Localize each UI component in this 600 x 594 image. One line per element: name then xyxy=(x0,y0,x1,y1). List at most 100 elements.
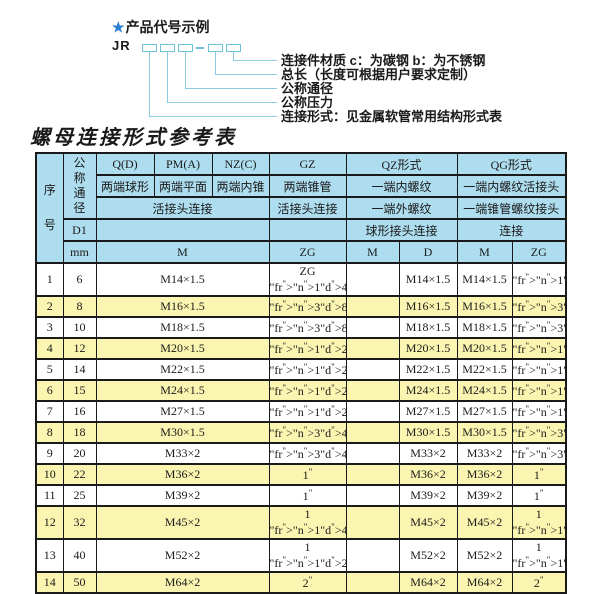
union-connection: 活接头连接 xyxy=(95,196,270,220)
cell-dn: 15 xyxy=(62,379,97,402)
header-row-4: D1 球形接头连接 连接 xyxy=(36,218,567,242)
cell-qg-zg: 1 "fr">"n">1"d">4" xyxy=(511,505,567,540)
cell-seq: 5 xyxy=(35,358,64,381)
cell-zg: "fr">"n">3"d">8" xyxy=(268,295,347,318)
connector-line xyxy=(167,102,277,103)
table-row: 14 50 M64×2 2" M64×2 M64×2 2" xyxy=(35,571,567,594)
cell-dn: 22 xyxy=(62,463,97,486)
connector-line xyxy=(185,51,186,89)
cell-dn: 8 xyxy=(62,295,97,318)
connector-line xyxy=(233,60,277,61)
cell-qg-zg: "fr">"n">3"d">4" xyxy=(511,442,567,465)
cell-dn: 50 xyxy=(62,571,97,594)
cell-qg-m: M14×1.5 xyxy=(456,262,513,297)
table-row: 28M16×1.5"fr">"n">3"d">8"M16×1.5M16×1.5"… xyxy=(35,295,567,318)
cell-qg-m: M16×1.5 xyxy=(456,295,513,318)
col-header-nz: NZ(C) xyxy=(211,152,270,176)
cell-seq: 9 xyxy=(35,442,64,465)
qz-m-header: M xyxy=(345,240,400,264)
cell-qg-m: M27×1.5 xyxy=(456,400,513,423)
cell-zg: "fr">"n">3"d">4" xyxy=(268,442,347,465)
cell-qg-zg: 2" xyxy=(511,571,567,594)
desc-pm: 两端平面 xyxy=(153,174,213,198)
connector-line xyxy=(149,51,150,117)
cell-qz-d: M18×1.5 xyxy=(398,316,458,339)
desc-qg-1: 一端内螺纹活接头 xyxy=(456,174,567,198)
cell-seq: 10 xyxy=(35,463,64,486)
cell-zg: "fr">"n">3"d">8" xyxy=(268,316,347,339)
cell-dn: 32 xyxy=(62,505,97,540)
cell-seq: 12 xyxy=(35,505,64,540)
cell-zg: 1" xyxy=(268,463,347,486)
desc-nz: 两端内锥 xyxy=(211,174,270,198)
cell-qg-m: M45×2 xyxy=(456,505,513,540)
table-row: 818M30×1.5"fr">"n">3"d">4"M30×1.5M30×1.5… xyxy=(35,421,567,444)
col-header-gz: GZ xyxy=(268,152,347,176)
cell-qz-d: M22×1.5 xyxy=(398,358,458,381)
cell-qz-d: M30×1.5 xyxy=(398,421,458,444)
cell-zg: "fr">"n">1"d">2" xyxy=(268,400,347,423)
label-connection: 连接形式：见金属软管常用结构形式表 xyxy=(281,109,503,124)
col-header-q: Q(D) xyxy=(95,152,155,176)
table-row: 615M24×1.5"fr">"n">1"d">2"M24×1.5M24×1.5… xyxy=(35,379,567,402)
diagram-title: ★产品代号示例 xyxy=(112,17,210,37)
connector-line xyxy=(215,74,277,75)
cell-seq: 1 xyxy=(35,262,64,297)
cell-qg-m: M64×2 xyxy=(456,571,513,594)
cell-qz-m xyxy=(345,337,400,360)
nut-connection-table: 序号 公称通径 Q(D) PM(A) NZ(C) GZ QZ形式 QG形式 两端… xyxy=(35,152,567,594)
cell-qz-m xyxy=(345,262,400,297)
table-row: 716M27×1.5"fr">"n">1"d">2"M27×1.5M27×1.5… xyxy=(35,400,567,423)
cell-seq: 2 xyxy=(35,295,64,318)
desc-qz-2: 一端外螺纹 xyxy=(345,196,458,220)
table-row: 920M33×2"fr">"n">3"d">4"M33×2M33×2"fr">"… xyxy=(35,442,567,465)
cell-qz-d: M36×2 xyxy=(398,463,458,486)
cell-zg: 1" xyxy=(268,484,347,507)
cell-qg-zg: "fr">"n">3"d">4" xyxy=(511,421,567,444)
cell-m: M16×1.5 xyxy=(95,295,270,318)
cell-m: M45×2 xyxy=(95,505,270,540)
cell-m: M27×1.5 xyxy=(95,400,270,423)
cell-qg-m: M20×1.5 xyxy=(456,337,513,360)
cell-qg-m: M22×1.5 xyxy=(456,358,513,381)
cell-qg-m: M24×1.5 xyxy=(456,379,513,402)
cell-zg: 2" xyxy=(268,571,347,594)
cell-qz-d: M45×2 xyxy=(398,505,458,540)
label-material: 连接件材质 c：为碳钢 b：为不锈钢 xyxy=(281,53,486,68)
cell-dn: 12 xyxy=(62,337,97,360)
cell-zg: ZG "fr">"n">1"d">4" xyxy=(268,262,347,297)
cell-m: M39×2 xyxy=(95,484,270,507)
table-row: 11 25 M39×2 1" M39×2 M39×2 1" xyxy=(35,484,567,507)
cell-dn: 25 xyxy=(62,484,97,507)
label-diameter: 公称通径 xyxy=(281,81,334,96)
cell-seq: 7 xyxy=(35,400,64,423)
qg-m-header: M xyxy=(456,240,513,264)
cell-zg: "fr">"n">3"d">4" xyxy=(268,421,347,444)
cell-dn: 6 xyxy=(62,262,97,297)
cell-qz-m xyxy=(345,538,400,573)
header-row-5: mm M ZG M D M ZG xyxy=(36,240,567,264)
cell-seq: 3 xyxy=(35,316,64,339)
cell-dn: 18 xyxy=(62,421,97,444)
table-row: 10 22 M36×2 1" M36×2 M36×2 1" xyxy=(35,463,567,486)
cell-qg-m: M36×2 xyxy=(456,463,513,486)
desc-qg-3: 连接 xyxy=(456,218,567,242)
cell-qz-d: M33×2 xyxy=(398,442,458,465)
cell-qz-d: M20×1.5 xyxy=(398,337,458,360)
cell-qz-m xyxy=(345,316,400,339)
col-header-qz: QZ形式 xyxy=(345,152,458,176)
cell-qz-m xyxy=(345,295,400,318)
cell-zg: "fr">"n">1"d">2" xyxy=(268,379,347,402)
cell-qz-m xyxy=(345,571,400,594)
cell-dn: 40 xyxy=(62,538,97,573)
cell-qz-d: M64×2 xyxy=(398,571,458,594)
cell-qz-m xyxy=(345,358,400,381)
code-dash xyxy=(196,47,204,49)
cell-qg-m: M18×1.5 xyxy=(456,316,513,339)
product-code-prefix: JR xyxy=(112,38,131,53)
header-row-1: 序号 公称通径 Q(D) PM(A) NZ(C) GZ QZ形式 QG形式 xyxy=(35,152,567,264)
cell-qg-zg: "fr">"n">1"d">2" xyxy=(511,400,567,423)
